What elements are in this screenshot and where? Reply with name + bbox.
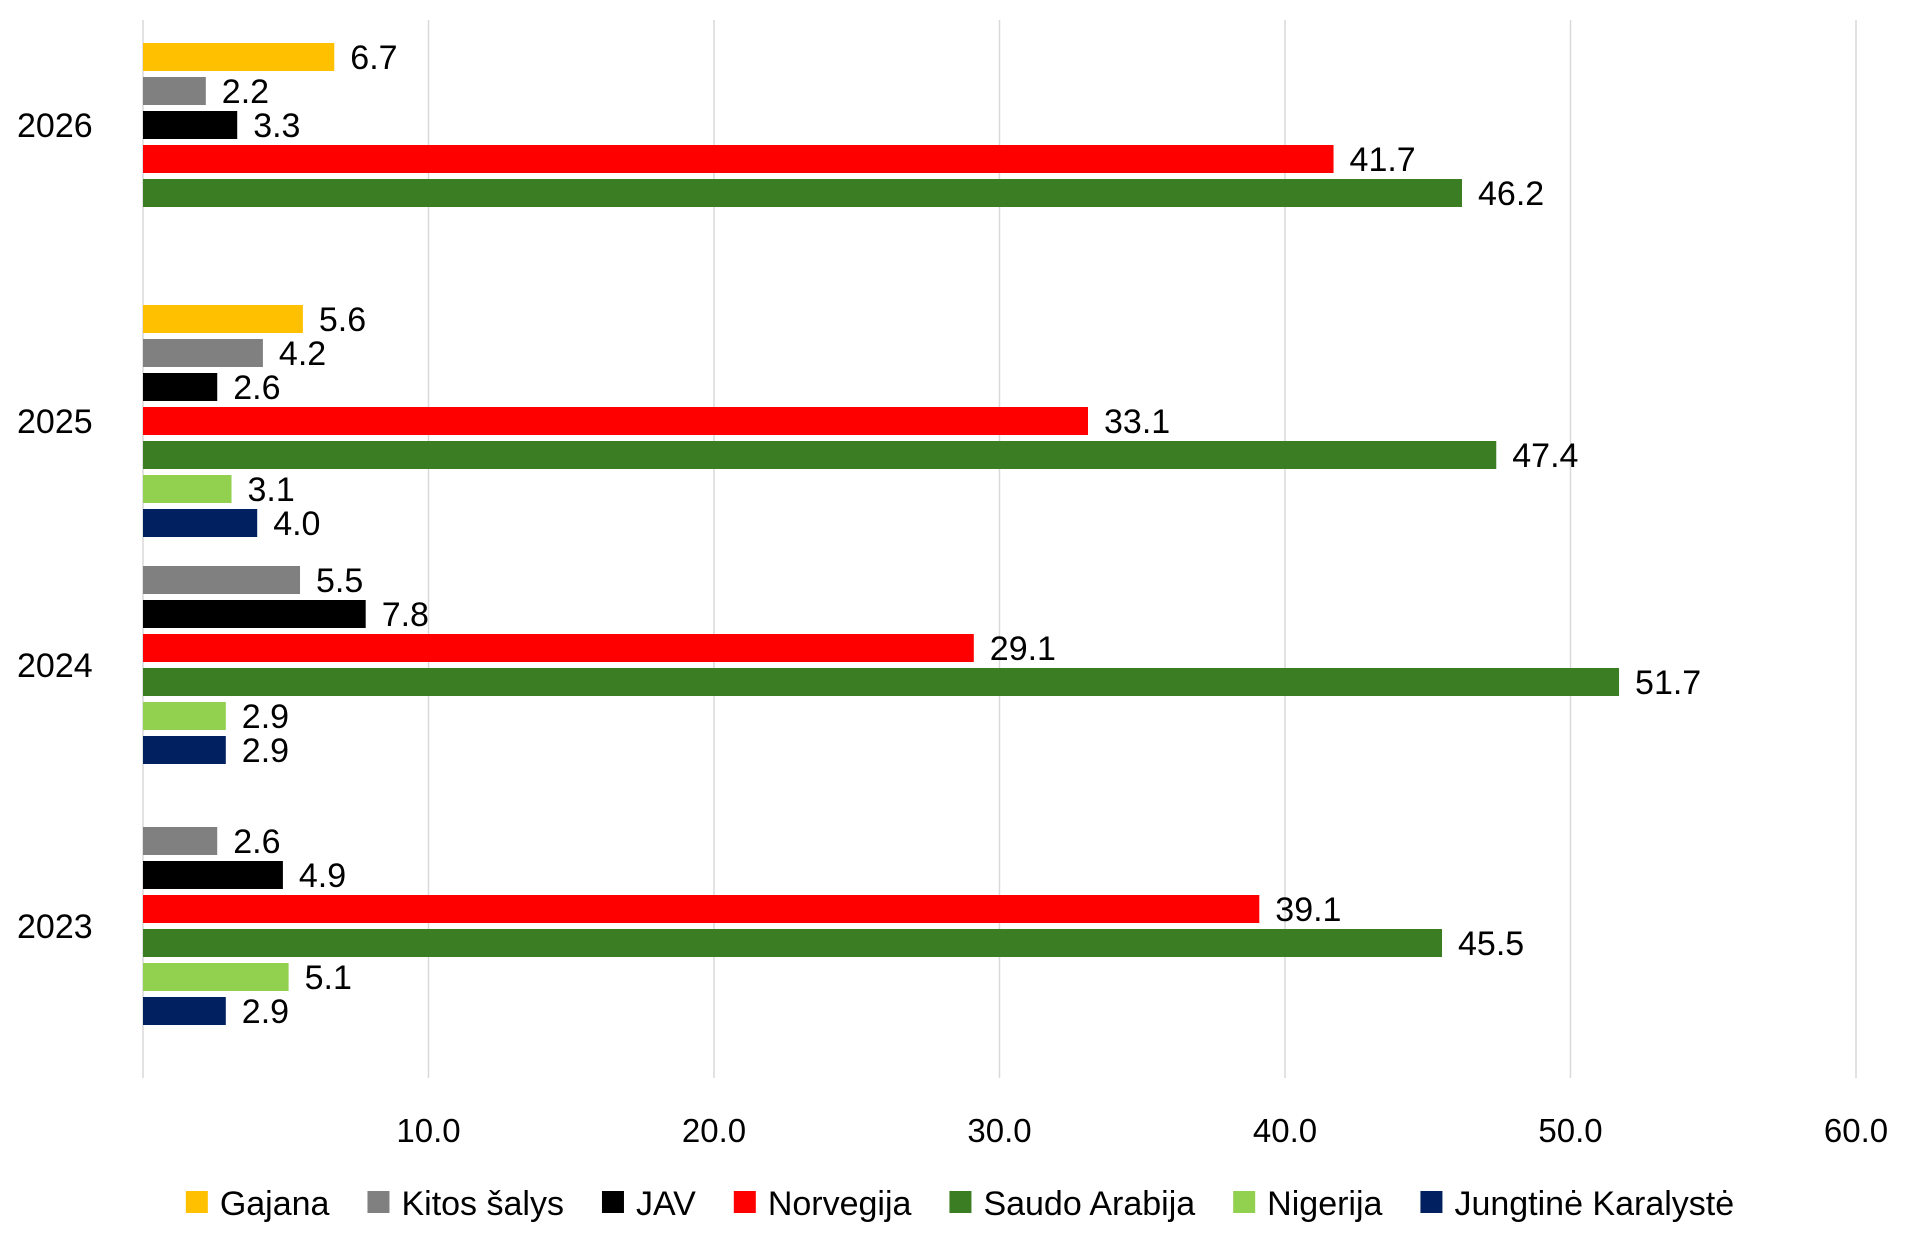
data-label: 45.5 <box>1458 925 1524 963</box>
y-tick-label: 2026 <box>17 107 93 145</box>
legend-item: Saudo Arabija <box>949 1185 1195 1223</box>
legend-item: Norvegija <box>733 1185 912 1223</box>
data-label: 6.7 <box>350 39 397 77</box>
data-label: 2.6 <box>233 823 280 861</box>
legend-label: Nigerija <box>1267 1185 1382 1223</box>
x-tick-label: 50.0 <box>1538 1112 1602 1149</box>
legend-label: Saudo Arabija <box>983 1185 1195 1223</box>
bar <box>143 929 1443 957</box>
bar <box>143 475 232 503</box>
bar <box>143 373 218 401</box>
legend-label: Kitos šalys <box>401 1185 564 1223</box>
y-tick-label: 2025 <box>17 403 93 441</box>
x-tick-label: 10.0 <box>396 1112 460 1149</box>
legend-item: Nigerija <box>1233 1185 1383 1223</box>
data-label: 4.9 <box>299 857 346 895</box>
data-label: 2.9 <box>242 993 289 1031</box>
legend-label: Norvegija <box>768 1185 912 1223</box>
data-label: 47.4 <box>1512 437 1578 475</box>
y-tick-label: 2023 <box>17 908 93 946</box>
legend-swatch <box>367 1191 390 1213</box>
data-label: 29.1 <box>990 630 1056 668</box>
data-label: 2.9 <box>242 732 289 770</box>
legend-item: Kitos šalys <box>367 1185 564 1223</box>
legend-swatch <box>1233 1191 1256 1213</box>
bar <box>143 895 1260 923</box>
data-label: 46.2 <box>1478 175 1544 213</box>
bar <box>143 339 263 367</box>
legend-swatch <box>601 1191 624 1213</box>
bar <box>143 634 974 662</box>
legend: Gajana Kitos šalys JAV Norvegija Saudo Arabi… <box>185 1185 1734 1223</box>
x-tick-label: 60.0 <box>1824 1112 1888 1149</box>
x-tick-labels: 10.0 20.0 30.0 40.0 50.0 60.0 <box>396 1112 1888 1149</box>
bar <box>143 963 289 991</box>
data-label: 4.2 <box>279 335 326 373</box>
data-label: 2.9 <box>242 698 289 736</box>
data-label: 5.5 <box>316 562 363 600</box>
bar <box>143 407 1089 435</box>
bar <box>143 305 303 333</box>
bar <box>143 702 226 730</box>
bar <box>143 827 218 855</box>
data-label: 51.7 <box>1635 664 1701 702</box>
legend-swatch <box>1420 1191 1443 1213</box>
bar <box>143 179 1463 207</box>
data-label: 3.3 <box>253 107 300 145</box>
bar <box>143 600 366 628</box>
bar <box>143 441 1497 469</box>
data-label: 2.6 <box>233 369 280 407</box>
data-label: 5.6 <box>319 301 366 339</box>
data-label: 33.1 <box>1104 403 1170 441</box>
data-label: 41.7 <box>1350 141 1416 179</box>
legend-item: Jungtinė Karalystė <box>1420 1185 1734 1223</box>
bar <box>143 43 335 71</box>
bar <box>143 736 226 764</box>
data-label: 5.1 <box>305 959 352 997</box>
bar <box>143 111 238 139</box>
data-label: 4.0 <box>273 505 320 543</box>
data-label: 3.1 <box>248 471 295 509</box>
bars <box>143 43 1620 1025</box>
legend-label: Gajana <box>220 1185 330 1223</box>
legend-swatch <box>185 1191 208 1213</box>
bar <box>143 145 1334 173</box>
bar <box>143 566 301 594</box>
x-tick-label: 20.0 <box>682 1112 746 1149</box>
y-tick-label: 2024 <box>17 647 93 685</box>
data-label: 2.2 <box>222 73 269 111</box>
data-label: 7.8 <box>382 596 429 634</box>
legend-label: JAV <box>636 1185 696 1223</box>
bar <box>143 668 1620 696</box>
y-tick-labels: 2026 2025 2024 2023 <box>17 107 93 946</box>
data-label: 39.1 <box>1275 891 1341 929</box>
legend-item: Gajana <box>185 1185 330 1223</box>
bar <box>143 509 258 537</box>
x-tick-label: 40.0 <box>1253 1112 1317 1149</box>
legend-item: JAV <box>601 1185 696 1223</box>
bar <box>143 861 283 889</box>
bar <box>143 997 226 1025</box>
data-labels: 6.72.23.341.746.25.64.22.633.147.43.14.0… <box>222 39 1701 1031</box>
legend-swatch <box>949 1191 972 1213</box>
legend-swatch <box>733 1191 756 1213</box>
x-tick-label: 30.0 <box>967 1112 1031 1149</box>
legend-label: Jungtinė Karalystė <box>1454 1185 1734 1223</box>
bar <box>143 77 206 105</box>
